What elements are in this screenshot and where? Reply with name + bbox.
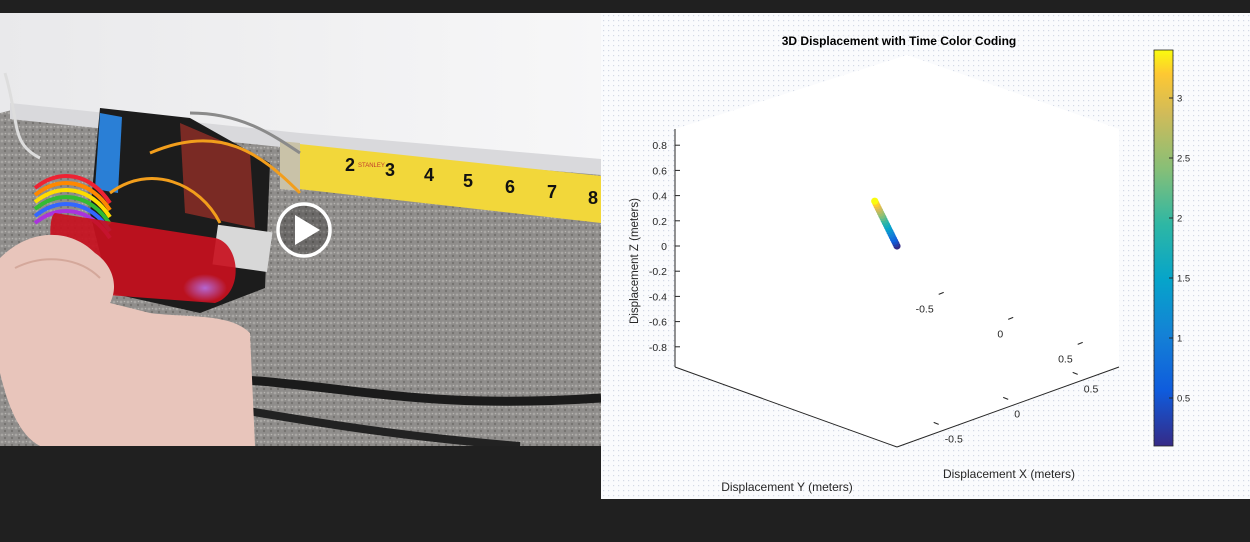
data-series bbox=[871, 197, 901, 250]
y-tick-label: 0.5 bbox=[1058, 353, 1073, 365]
video-frame: 2 3 4 5 6 7 8 STANLEY bbox=[0, 13, 601, 446]
y-tick-label: -0.5 bbox=[916, 303, 934, 315]
x-tick-mark bbox=[1072, 371, 1078, 375]
z-tick-label: 0.8 bbox=[652, 140, 667, 152]
x-tick-label: 0 bbox=[1014, 408, 1020, 420]
colorbar bbox=[1153, 49, 1174, 447]
tape-number: 7 bbox=[547, 182, 557, 202]
figure-canvas: 3D Displacement with Time Color Coding 0… bbox=[601, 13, 1250, 499]
wall bbox=[0, 13, 601, 163]
y-axis-ticks: -0.5 0 0.5 bbox=[916, 291, 1083, 365]
x-axis-ticks: 0.5 0 -0.5 bbox=[933, 371, 1099, 445]
y-tick-label: 0 bbox=[997, 328, 1003, 340]
axes-box bbox=[675, 55, 1119, 447]
play-button[interactable] bbox=[276, 202, 332, 258]
colorbar-tick-label: 0.5 bbox=[1177, 394, 1190, 405]
y-tick-mark bbox=[1008, 316, 1014, 320]
y-tick-mark bbox=[1077, 341, 1083, 345]
y-tick-mark bbox=[938, 291, 944, 295]
x-tick-mark bbox=[1003, 396, 1009, 400]
tape-number: 6 bbox=[505, 177, 515, 197]
colorbar-tick-label: 2.5 bbox=[1177, 154, 1190, 165]
z-tick-label: -0.2 bbox=[649, 266, 667, 278]
data-point bbox=[871, 197, 879, 205]
matlab-figure: 3D Displacement with Time Color Coding 0… bbox=[601, 13, 1250, 499]
cable bbox=[3, 72, 41, 160]
tape-number: 4 bbox=[424, 165, 434, 185]
colorbar-tick-label: 1.5 bbox=[1177, 274, 1190, 285]
z-axis-label: Displacement Z (meters) bbox=[629, 198, 641, 324]
z-tick-label: 0.4 bbox=[652, 191, 667, 203]
z-axis-ticks: 0.8 0.6 0.4 0.2 0 -0.2 -0.4 -0.6 -0.8 bbox=[649, 140, 680, 354]
measuring-tape: 2 3 4 5 6 7 8 STANLEY bbox=[280, 141, 601, 223]
z-tick-label: 0 bbox=[661, 241, 667, 253]
video-player[interactable]: 2 3 4 5 6 7 8 STANLEY bbox=[0, 13, 601, 446]
z-tick-label: 0.6 bbox=[652, 165, 667, 177]
x-tick-label: -0.5 bbox=[945, 433, 963, 445]
x-tick-label: 0.5 bbox=[1084, 383, 1099, 395]
colorbar-tick-label: 1 bbox=[1177, 334, 1182, 345]
z-tick-label: -0.8 bbox=[649, 342, 667, 354]
tape-number: 5 bbox=[463, 171, 473, 191]
tape-number: 8 bbox=[588, 188, 598, 208]
tape-number: 3 bbox=[385, 160, 395, 180]
x-axis-label: Displacement X (meters) bbox=[943, 467, 1075, 481]
z-tick-label: -0.4 bbox=[649, 291, 667, 303]
tape-number: 2 bbox=[345, 155, 355, 175]
figure-title: 3D Displacement with Time Color Coding bbox=[782, 34, 1016, 48]
x-tick-mark bbox=[933, 421, 939, 425]
play-icon bbox=[295, 215, 320, 245]
axes-lines bbox=[674, 129, 1120, 448]
hand bbox=[0, 234, 255, 446]
y-axis-label: Displacement Y (meters) bbox=[721, 480, 853, 494]
colorbar-ticks: 3 2.5 2 1.5 1 0.5 bbox=[1169, 94, 1190, 405]
z-tick-label: -0.6 bbox=[649, 317, 667, 329]
colorbar-tick-label: 2 bbox=[1177, 214, 1182, 225]
tape-brand: STANLEY bbox=[358, 163, 385, 169]
colorbar-tick-label: 3 bbox=[1177, 94, 1182, 105]
z-tick-label: 0.2 bbox=[652, 216, 667, 228]
